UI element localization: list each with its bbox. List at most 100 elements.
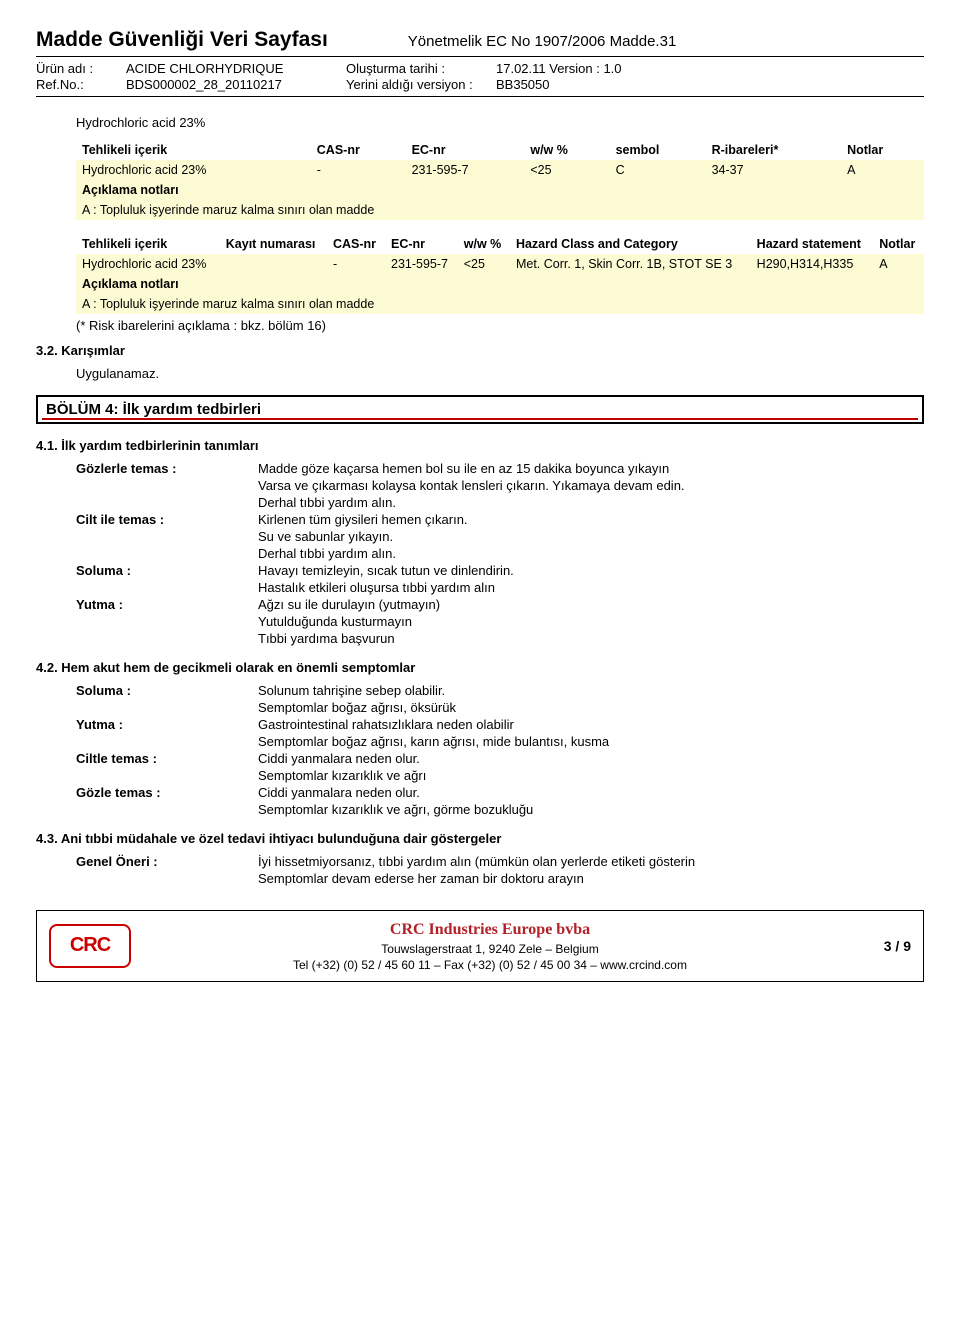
kv-key xyxy=(76,768,246,783)
sec-4-2-heading: 4.2. Hem akut hem de gecikmeli olarak en… xyxy=(36,660,924,675)
t1-c6: A xyxy=(841,160,924,180)
t1-h6: Notlar xyxy=(841,140,924,160)
kv-value: İyi hissetmiyorsanız, tıbbi yardım alın … xyxy=(258,854,924,869)
meta-product-value: ACIDE CHLORHYDRIQUE xyxy=(126,61,346,76)
sec-4-1-heading: 4.1. İlk yardım tedbirlerinin tanımları xyxy=(36,438,924,453)
t1-h0: Tehlikeli içerik xyxy=(76,140,311,160)
meta-created-label: Oluşturma tarihi : xyxy=(346,61,496,76)
kv-key xyxy=(76,478,246,493)
meta-refno-label: Ref.No.: xyxy=(36,77,126,92)
kv-value: Ciddi yanmalara neden olur. xyxy=(258,785,924,800)
kv-key: Genel Öneri : xyxy=(76,854,246,869)
t2-h4: w/w % xyxy=(458,234,510,254)
kv-key: Ciltle temas : xyxy=(76,751,246,766)
kv-key xyxy=(76,871,246,886)
kv-key xyxy=(76,802,246,817)
t2-c1 xyxy=(220,254,327,274)
meta-refno-value: BDS000002_28_20110217 xyxy=(126,77,346,92)
composition-table-2: Tehlikeli içerik Kayıt numarası CAS-nr E… xyxy=(76,234,924,314)
kv-value: Semptomlar kızarıklık ve ağrı, görme boz… xyxy=(258,802,924,817)
t2-h0: Tehlikeli içerik xyxy=(76,234,220,254)
kv-value: Derhal tıbbi yardım alın. xyxy=(258,495,924,510)
meta-replaces-label: Yerini aldığı versiyon : xyxy=(346,77,496,92)
kv-key: Yutma : xyxy=(76,717,246,732)
t1-note-title: Açıklama notları xyxy=(82,183,179,197)
t2-c6: H290,H314,H335 xyxy=(751,254,874,274)
t2-c2: - xyxy=(327,254,385,274)
section-4-header: BÖLÜM 4: İlk yardım tedbirleri xyxy=(36,395,924,424)
t2-h1: Kayıt numarası xyxy=(220,234,327,254)
sec-4-3-heading: 4.3. Ani tıbbi müdahale ve özel tedavi i… xyxy=(36,831,924,846)
t1-c5: 34-37 xyxy=(706,160,842,180)
t1-c1: - xyxy=(311,160,406,180)
t2-h7: Notlar xyxy=(873,234,924,254)
t2-note-title: Açıklama notları xyxy=(82,277,179,291)
meta-product-label: Ürün adı : xyxy=(36,61,126,76)
footer-contact: Tel (+32) (0) 52 / 45 60 11 – Fax (+32) … xyxy=(139,957,841,973)
t2-note-text: A : Topluluk işyerinde maruz kalma sınır… xyxy=(76,294,924,314)
kv-key xyxy=(76,495,246,510)
meta-replaces-value: BB35050 xyxy=(496,77,924,92)
meta-created-value: 17.02.11 Version : 1.0 xyxy=(496,61,924,76)
kv-key: Gözlerle temas : xyxy=(76,461,246,476)
t2-c0: Hydrochloric acid 23% xyxy=(76,254,220,274)
kv-key xyxy=(76,700,246,715)
t2-h3: EC-nr xyxy=(385,234,458,254)
t1-h2: EC-nr xyxy=(406,140,525,160)
t2-h5: Hazard Class and Category xyxy=(510,234,751,254)
crc-logo: CRC xyxy=(49,924,131,968)
footer-org: CRC Industries Europe bvba xyxy=(139,919,841,941)
kv-key: Yutma : xyxy=(76,597,246,612)
sec-4-2-grid: Soluma :Solunum tahrişine sebep olabilir… xyxy=(76,683,924,817)
footer: CRC CRC Industries Europe bvba Touwslage… xyxy=(36,910,924,982)
t2-h2: CAS-nr xyxy=(327,234,385,254)
kv-value: Semptomlar boğaz ağrısı, karın ağrısı, m… xyxy=(258,734,924,749)
kv-key: Soluma : xyxy=(76,563,246,578)
kv-value: Solunum tahrişine sebep olabilir. xyxy=(258,683,924,698)
kv-value: Ciddi yanmalara neden olur. xyxy=(258,751,924,766)
t1-h3: w/w % xyxy=(524,140,609,160)
kv-value: Tıbbi yardıma başvurun xyxy=(258,631,924,646)
kv-value: Varsa ve çıkarması kolaysa kontak lensle… xyxy=(258,478,924,493)
t1-c2: 231-595-7 xyxy=(406,160,525,180)
kv-value: Semptomlar kızarıklık ve ağrı xyxy=(258,768,924,783)
kv-value: Madde göze kaçarsa hemen bol su ile en a… xyxy=(258,461,924,476)
kv-key xyxy=(76,734,246,749)
t2-c4: <25 xyxy=(458,254,510,274)
t1-h5: R-ibareleri* xyxy=(706,140,842,160)
t1-note-text: A : Topluluk işyerinde maruz kalma sınır… xyxy=(76,200,924,220)
kv-key xyxy=(76,546,246,561)
t1-h4: sembol xyxy=(610,140,706,160)
t1-c4: C xyxy=(610,160,706,180)
t2-c3: 231-595-7 xyxy=(385,254,458,274)
kv-key: Gözle temas : xyxy=(76,785,246,800)
kv-value: Su ve sabunlar yıkayın. xyxy=(258,529,924,544)
kv-value: Semptomlar devam ederse her zaman bir do… xyxy=(258,871,924,886)
regulation-text: Yönetmelik EC No 1907/2006 Madde.31 xyxy=(408,33,677,50)
kv-value: Hastalık etkileri oluşursa tıbbi yardım … xyxy=(258,580,924,595)
kv-value: Derhal tıbbi yardım alın. xyxy=(258,546,924,561)
kv-value: Semptomlar boğaz ağrısı, öksürük xyxy=(258,700,924,715)
sec-4-3-grid: Genel Öneri : İyi hissetmiyorsanız, tıbbi… xyxy=(76,854,924,886)
sec-3-2-heading: 3.2. Karışımlar xyxy=(36,343,924,358)
t2-h6: Hazard statement xyxy=(751,234,874,254)
substance-title: Hydrochloric acid 23% xyxy=(76,115,924,130)
kv-value: Ağzı su ile durulayın (yutmayın) xyxy=(258,597,924,612)
t1-c0: Hydrochloric acid 23% xyxy=(76,160,311,180)
sec-4-1-grid: Gözlerle temas : Madde göze kaçarsa hemen… xyxy=(76,461,924,646)
t1-c3: <25 xyxy=(524,160,609,180)
kv-key xyxy=(76,580,246,595)
kv-key xyxy=(76,631,246,646)
kv-value: Gastrointestinal rahatsızlıklara neden o… xyxy=(258,717,924,732)
kv-value: Yutulduğunda kusturmayın xyxy=(258,614,924,629)
kv-value: Kirlenen tüm giysileri hemen çıkarın. xyxy=(258,512,924,527)
composition-table-1: Tehlikeli içerik CAS-nr EC-nr w/w % semb… xyxy=(76,140,924,220)
kv-value: Havayı temizleyin, sıcak tutun ve dinlen… xyxy=(258,563,924,578)
footer-addr: Touwslagerstraat 1, 9240 Zele – Belgium xyxy=(139,941,841,957)
page-number: 3 / 9 xyxy=(841,938,911,954)
doc-title: Madde Güvenliği Veri Sayfası xyxy=(36,28,328,52)
risk-note: (* Risk ibarelerini açıklama : bkz. bölü… xyxy=(76,318,924,333)
sec-3-2-text: Uygulanamaz. xyxy=(76,366,924,381)
kv-key: Cilt ile temas : xyxy=(76,512,246,527)
kv-key xyxy=(76,529,246,544)
